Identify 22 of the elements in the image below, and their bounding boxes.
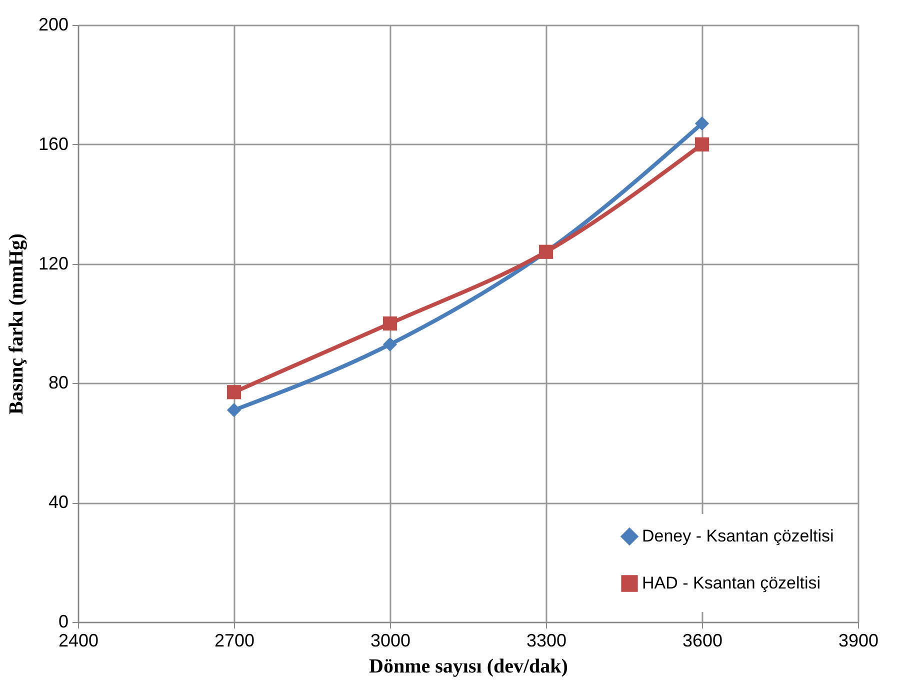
y-tick-label: 160 [38,134,68,154]
x-tick-label: 3600 [682,630,723,650]
y-tick-label: 200 [38,14,68,34]
point [226,385,242,400]
x-tick-label: 3900 [838,630,879,650]
y-tick-label: 80 [48,372,68,393]
point [694,137,710,152]
point [382,337,398,352]
x-tick-label: 3000 [370,630,411,650]
point [694,116,710,131]
legend-label: HAD - Ksantan çözeltisi [642,574,821,592]
legend-label: Deney - Ksantan çözeltisi [642,526,834,546]
y-tick-label: 120 [38,253,68,274]
x-tick-label: 2400 [58,630,99,650]
point [382,316,398,331]
y-axis-title: Basınç farkı (mmHg) [5,233,28,415]
x-tick-label: 2700 [214,630,255,650]
x-axis-title: Dönme sayısı (dev/dak) [369,656,568,678]
x-tick-label: 3300 [526,630,567,650]
point [226,402,242,418]
y-tick-label: 0 [58,612,68,632]
y-tick-label: 40 [48,492,68,512]
